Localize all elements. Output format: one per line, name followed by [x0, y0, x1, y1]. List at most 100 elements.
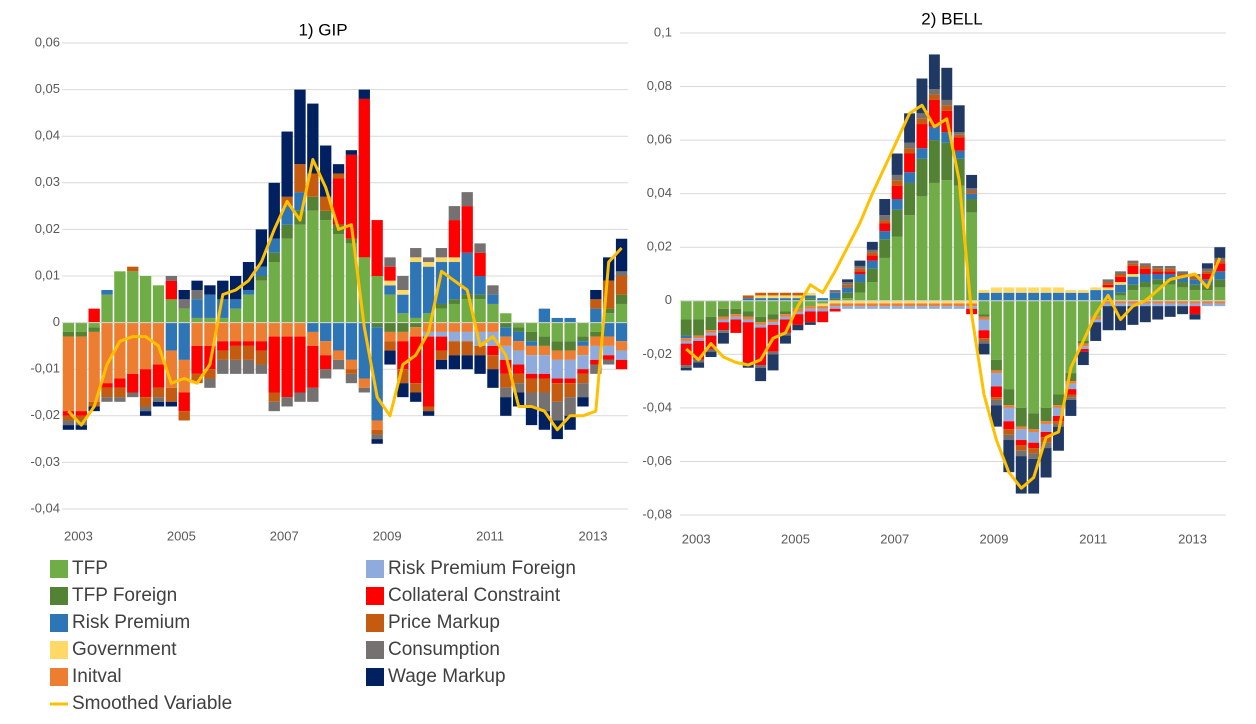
bar-segment: [854, 271, 866, 274]
bar-segment: [990, 373, 1002, 387]
bar-segment: [866, 303, 878, 307]
bar-segment: [294, 164, 306, 193]
bar-segment: [829, 308, 841, 312]
bar-segment: [551, 401, 563, 421]
bar-segment: [842, 282, 853, 285]
bar-segment: [1003, 429, 1015, 435]
bar-segment: [1053, 300, 1064, 395]
bar-segment: [1139, 282, 1151, 288]
bar-segment: [564, 359, 576, 379]
bar-segment: [448, 322, 461, 332]
bar-segment: [435, 359, 448, 370]
bar-segment: [307, 173, 319, 197]
bar-segment: [941, 132, 953, 143]
bar-segment: [916, 196, 928, 301]
bar-segment: [916, 306, 928, 309]
bar-segment: [435, 308, 448, 323]
y-tick-label: 0,05: [35, 81, 60, 96]
bar-segment: [127, 266, 139, 272]
bar-segment: [101, 387, 113, 398]
bar-segment: [577, 336, 589, 342]
smoothed-line: [67, 158, 623, 432]
bar-segment: [165, 280, 178, 300]
bar-segment: [127, 392, 139, 398]
bar-segment: [842, 292, 853, 299]
bar-segment: [1028, 448, 1040, 454]
bar-segment: [242, 294, 255, 323]
bar-segment: [1115, 284, 1126, 293]
bar-segment: [101, 294, 113, 323]
bar-segment: [538, 411, 551, 430]
bar-segment: [1201, 263, 1213, 269]
bar-segment: [500, 327, 512, 337]
legend-swatch: [366, 668, 384, 686]
bar-segment: [525, 378, 538, 393]
bar-segment: [371, 429, 383, 435]
bar-segment: [1040, 421, 1052, 424]
bar-segment: [371, 327, 383, 421]
bar-segment: [1003, 405, 1015, 408]
bar-segment: [829, 306, 841, 309]
bar-segment: [603, 345, 615, 356]
bar-segment: [217, 280, 229, 300]
bar-segment: [307, 322, 319, 332]
bar-segment: [525, 392, 538, 407]
bar-segment: [615, 294, 628, 304]
bar-segment: [1201, 290, 1213, 301]
bar-segment: [384, 341, 396, 351]
bar-segment: [680, 343, 692, 366]
bar-segment: [1015, 445, 1027, 451]
bar-segment: [242, 322, 255, 342]
bar-segment: [879, 303, 891, 307]
bar-segment: [804, 298, 816, 301]
bar-segment: [268, 392, 280, 402]
bar-segment: [1152, 303, 1164, 307]
bar-segment: [525, 373, 538, 379]
bar-segment: [525, 322, 538, 332]
y-tick-label: -0,02: [642, 346, 672, 361]
bar-segment: [204, 317, 216, 323]
x-tick-label: 2011: [1079, 531, 1107, 546]
y-tick-label: 0,08: [647, 78, 672, 93]
bar-segment: [114, 271, 126, 323]
bar-segment: [358, 257, 370, 323]
legend-swatch: [366, 641, 384, 659]
bar-segment: [842, 300, 853, 304]
bar-segment: [397, 294, 409, 314]
bar-segment: [953, 158, 965, 186]
bar-segment: [1102, 306, 1114, 331]
bar-segment: [1065, 399, 1077, 416]
bar-segment: [928, 140, 940, 183]
legend-label: Initval: [72, 666, 122, 687]
bar-segment: [603, 322, 615, 337]
bar-segment: [564, 415, 576, 430]
bar-segment: [742, 319, 754, 323]
legend-label: Consumption: [388, 639, 500, 660]
bar-segment: [551, 322, 563, 342]
bar-segment: [603, 336, 615, 346]
bar-segment: [435, 257, 448, 263]
bar-segment: [966, 188, 978, 191]
bar-segment: [204, 378, 216, 388]
bar-segment: [1102, 287, 1114, 291]
bar-segment: [1065, 373, 1077, 382]
bar-segment: [358, 89, 370, 99]
bar-segment: [461, 322, 473, 332]
bar-segment: [990, 359, 1002, 371]
bar-segment: [307, 387, 319, 402]
bar-segment: [804, 308, 816, 312]
bar-segment: [1040, 300, 1052, 408]
bar-segment: [1201, 274, 1213, 280]
bar-segment: [255, 276, 268, 281]
bar-segment: [1065, 389, 1077, 395]
bar-segment: [127, 322, 139, 374]
bar-segment: [1177, 306, 1189, 315]
bar-segment: [1102, 279, 1114, 283]
bar-segment: [705, 348, 717, 352]
bar-segment: [1177, 303, 1189, 307]
bar-segment: [1127, 284, 1139, 291]
bar-segment: [178, 299, 190, 309]
bar-segment: [1040, 431, 1052, 438]
x-tick-label: 2011: [476, 528, 504, 543]
bar-segment: [817, 306, 829, 309]
